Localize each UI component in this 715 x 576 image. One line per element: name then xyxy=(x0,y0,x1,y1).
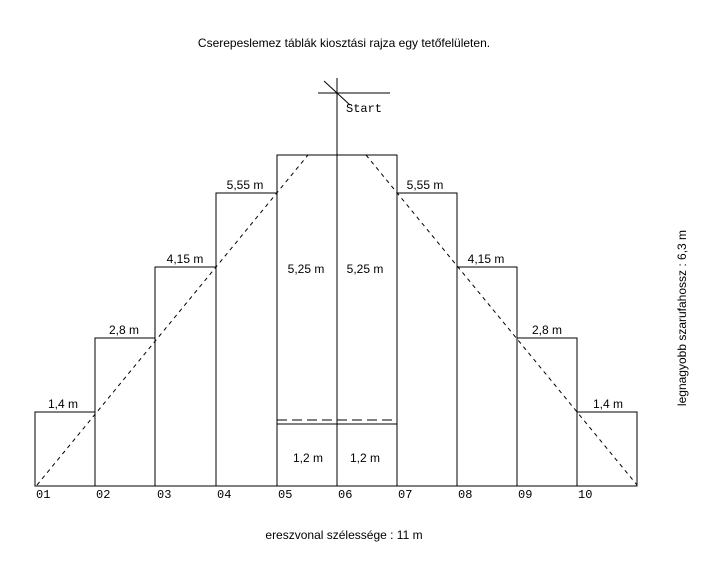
panel-03 xyxy=(154,266,217,487)
column-number-06: 06 xyxy=(338,488,352,502)
overlap-lines xyxy=(277,419,397,425)
diagram-title: Cserepeslemez táblák kiosztási rajza egy… xyxy=(198,36,490,50)
column-number-09: 09 xyxy=(518,488,532,502)
upper-label-06: 5,25 m xyxy=(347,262,384,276)
column-number-08: 08 xyxy=(458,488,472,502)
length-label-08: 4,15 m xyxy=(468,252,505,266)
column-number-07: 07 xyxy=(398,488,412,502)
roof-outline xyxy=(36,130,638,486)
length-label-10: 1,4 m xyxy=(593,397,623,411)
length-label-03: 4,15 m xyxy=(167,252,204,266)
column-number-04: 04 xyxy=(217,488,231,502)
panel-02 xyxy=(94,337,156,487)
panel-group xyxy=(34,154,638,487)
panel-09 xyxy=(516,337,578,487)
column-number-02: 02 xyxy=(96,488,110,502)
panel-07 xyxy=(396,192,458,487)
lower-label-06: 1,2 m xyxy=(350,451,380,465)
length-label-09: 2,8 m xyxy=(532,323,562,337)
column-number-01: 01 xyxy=(36,488,50,502)
column-number-03: 03 xyxy=(157,488,171,502)
upper-label-05: 5,25 m xyxy=(288,262,325,276)
length-label-02: 2,8 m xyxy=(109,323,139,337)
length-label-01: 1,4 m xyxy=(48,397,78,411)
column-number-10: 10 xyxy=(578,488,592,502)
start-label: Start xyxy=(346,102,382,116)
eaves-width-label: ereszvonal szélessége : 11 m xyxy=(265,528,422,542)
panel-06 xyxy=(336,154,398,487)
panel-01 xyxy=(34,411,96,487)
panel-10 xyxy=(576,411,638,487)
length-label-07: 5,55 m xyxy=(407,178,444,192)
lower-label-05: 1,2 m xyxy=(293,451,323,465)
panel-08 xyxy=(456,266,518,487)
rafter-length-label: legnagyobb szarufahossz : 6,3 m xyxy=(675,230,689,406)
panel-05 xyxy=(276,154,338,487)
column-number-05: 05 xyxy=(278,488,292,502)
length-label-04: 5,55 m xyxy=(227,178,264,192)
panel-04 xyxy=(215,192,278,487)
start-marker xyxy=(318,78,390,155)
